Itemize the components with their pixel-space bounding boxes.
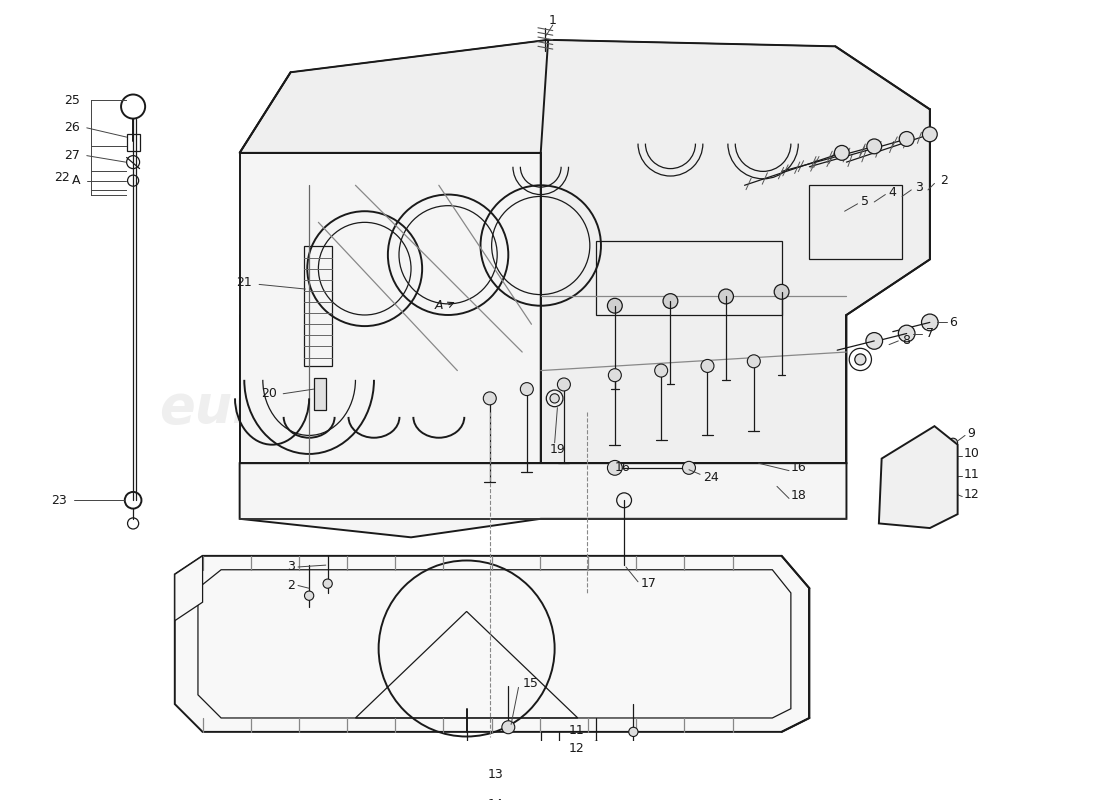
Circle shape	[923, 127, 937, 142]
Polygon shape	[879, 426, 958, 528]
Text: 2: 2	[287, 579, 295, 592]
Bar	[596, 241, 782, 315]
Text: 12: 12	[569, 742, 584, 755]
Circle shape	[701, 359, 714, 373]
Text: 18: 18	[791, 489, 806, 502]
Text: 27: 27	[65, 149, 80, 162]
Circle shape	[592, 741, 601, 750]
Text: 16: 16	[615, 462, 630, 474]
Text: 11: 11	[569, 723, 584, 737]
Text: 13: 13	[488, 768, 504, 781]
Circle shape	[554, 758, 564, 767]
Text: eurospares: eurospares	[160, 382, 493, 434]
Text: 9: 9	[968, 427, 976, 440]
Bar	[810, 186, 902, 259]
Text: 26: 26	[65, 122, 80, 134]
Circle shape	[747, 355, 760, 368]
Circle shape	[663, 294, 678, 309]
Circle shape	[718, 289, 734, 304]
Text: 6: 6	[949, 316, 957, 329]
Text: 12: 12	[964, 488, 979, 502]
Circle shape	[608, 369, 622, 382]
Text: 19: 19	[550, 443, 565, 456]
Circle shape	[462, 792, 471, 800]
Circle shape	[607, 461, 623, 475]
Text: 17: 17	[641, 577, 657, 590]
Circle shape	[682, 462, 695, 474]
Circle shape	[558, 378, 571, 391]
Circle shape	[483, 392, 496, 405]
Circle shape	[866, 333, 882, 350]
Circle shape	[948, 489, 958, 498]
Circle shape	[607, 298, 623, 313]
Text: 23: 23	[51, 494, 66, 506]
Polygon shape	[240, 463, 847, 538]
Circle shape	[948, 473, 958, 482]
Text: 24: 24	[703, 470, 718, 484]
Circle shape	[855, 354, 866, 365]
Circle shape	[900, 131, 914, 146]
Polygon shape	[175, 556, 202, 621]
Text: A: A	[434, 299, 443, 312]
Text: 16: 16	[791, 462, 806, 474]
Circle shape	[948, 454, 958, 463]
Text: 7: 7	[926, 327, 934, 340]
Text: 5: 5	[861, 195, 869, 209]
Circle shape	[629, 727, 638, 737]
Polygon shape	[240, 40, 930, 463]
Bar	[305, 246, 332, 366]
Text: 2: 2	[939, 174, 948, 187]
Circle shape	[460, 768, 473, 781]
Text: 20: 20	[261, 387, 277, 400]
Text: 3: 3	[915, 181, 923, 194]
Circle shape	[305, 591, 314, 600]
Text: 10: 10	[964, 447, 979, 461]
Bar	[126, 134, 140, 151]
Circle shape	[520, 382, 534, 395]
Text: A: A	[72, 174, 80, 187]
Circle shape	[774, 285, 789, 299]
Polygon shape	[175, 556, 810, 732]
Circle shape	[835, 146, 849, 160]
Circle shape	[462, 755, 471, 764]
Text: 3: 3	[287, 561, 295, 574]
Text: 21: 21	[235, 276, 252, 289]
Circle shape	[899, 325, 915, 342]
Circle shape	[536, 755, 546, 764]
Bar	[314, 378, 326, 410]
Text: 22: 22	[54, 171, 70, 184]
Text: 8: 8	[902, 334, 910, 347]
Text: 4: 4	[889, 186, 896, 199]
Circle shape	[948, 438, 958, 447]
Polygon shape	[240, 315, 355, 463]
Circle shape	[867, 139, 882, 154]
Circle shape	[654, 364, 668, 377]
Circle shape	[502, 721, 515, 734]
Text: 14: 14	[488, 798, 504, 800]
Text: 1: 1	[549, 14, 557, 27]
Text: 25: 25	[65, 94, 80, 106]
Text: eurospares: eurospares	[536, 182, 869, 234]
Circle shape	[550, 394, 559, 403]
Circle shape	[922, 314, 938, 330]
Text: 11: 11	[964, 468, 979, 481]
Text: 15: 15	[522, 678, 538, 690]
Polygon shape	[240, 153, 541, 463]
Circle shape	[323, 579, 332, 588]
